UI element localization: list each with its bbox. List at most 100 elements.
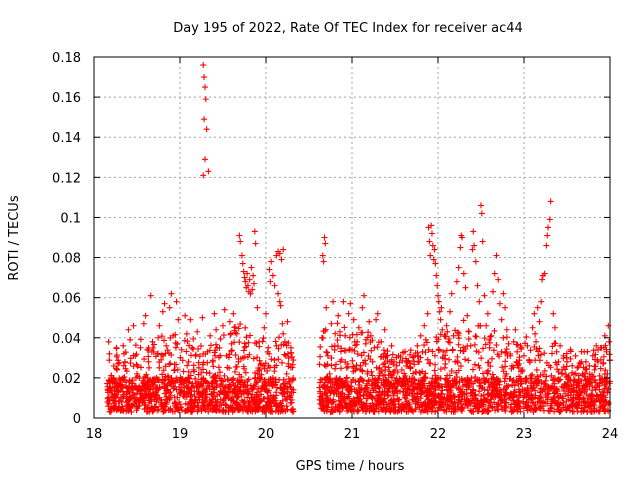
data-point (443, 384, 450, 391)
data-point (190, 346, 197, 353)
data-point (250, 280, 257, 287)
data-point (581, 398, 588, 405)
data-point (351, 398, 358, 405)
data-point (218, 388, 225, 395)
data-point (405, 382, 412, 389)
data-point (236, 339, 243, 346)
data-point (146, 364, 153, 371)
data-point (455, 264, 462, 271)
data-point (452, 358, 459, 365)
data-point (237, 321, 244, 328)
data-point (531, 380, 538, 387)
data-point (238, 391, 245, 398)
data-point (269, 374, 276, 381)
data-point (217, 335, 224, 342)
data-point (553, 348, 560, 355)
data-point (565, 376, 572, 383)
data-point (207, 405, 214, 412)
data-point (195, 359, 202, 366)
data-point (450, 332, 457, 339)
data-point (183, 348, 190, 355)
data-point (132, 352, 139, 359)
data-point (432, 380, 439, 387)
data-point (443, 347, 450, 354)
data-point (120, 391, 127, 398)
data-point (201, 397, 208, 404)
data-point (412, 406, 419, 413)
data-point (485, 367, 492, 374)
data-point (430, 392, 437, 399)
data-point (276, 250, 283, 257)
data-point (490, 347, 497, 354)
data-point (354, 389, 361, 396)
data-point (354, 350, 361, 357)
data-point (244, 388, 251, 395)
data-point (439, 387, 446, 394)
data-point (256, 338, 263, 345)
data-point (552, 340, 559, 347)
data-point (264, 367, 271, 374)
data-point (481, 335, 488, 342)
data-point (281, 384, 288, 391)
data-point (476, 364, 483, 371)
data-point (422, 375, 429, 382)
data-point (457, 363, 464, 370)
data-point (541, 270, 548, 277)
data-point (242, 369, 249, 376)
data-point (126, 396, 133, 403)
data-point (479, 238, 486, 245)
data-point (337, 391, 344, 398)
data-point (428, 222, 435, 229)
data-point (254, 370, 261, 377)
data-point (145, 358, 152, 365)
data-point (344, 386, 351, 393)
data-point (343, 364, 350, 371)
data-point (386, 358, 393, 365)
data-point (162, 363, 169, 370)
data-point (245, 339, 252, 346)
data-point (594, 358, 601, 365)
data-point (279, 359, 286, 366)
data-point (363, 400, 370, 407)
data-point (137, 336, 144, 343)
data-point (319, 376, 326, 383)
data-point (455, 330, 462, 337)
data-point (405, 399, 412, 406)
data-point (140, 377, 147, 384)
data-point (111, 386, 118, 393)
data-point (328, 320, 335, 327)
data-point (575, 363, 582, 370)
data-point (606, 338, 613, 345)
data-point (436, 400, 443, 407)
data-point (141, 391, 148, 398)
data-point (600, 392, 607, 399)
data-point (256, 397, 263, 404)
data-point (600, 353, 607, 360)
data-point (166, 361, 173, 368)
data-point (354, 406, 361, 413)
data-point (266, 266, 273, 273)
data-point (273, 392, 280, 399)
data-point (431, 384, 438, 391)
data-point (112, 403, 119, 410)
data-point (482, 341, 489, 348)
data-point (163, 342, 170, 349)
data-point (234, 402, 241, 409)
data-point (214, 372, 221, 379)
data-point (271, 368, 278, 375)
data-point (376, 385, 383, 392)
data-point (264, 403, 271, 410)
data-point (328, 388, 335, 395)
data-point (109, 396, 116, 403)
data-point (446, 405, 453, 412)
data-point (278, 385, 285, 392)
data-point (228, 348, 235, 355)
data-point (134, 386, 141, 393)
data-point (546, 216, 553, 223)
data-point (258, 371, 265, 378)
data-point (536, 345, 543, 352)
data-point (223, 352, 230, 359)
data-point (359, 368, 366, 375)
data-point (473, 333, 480, 340)
data-point (254, 354, 261, 361)
